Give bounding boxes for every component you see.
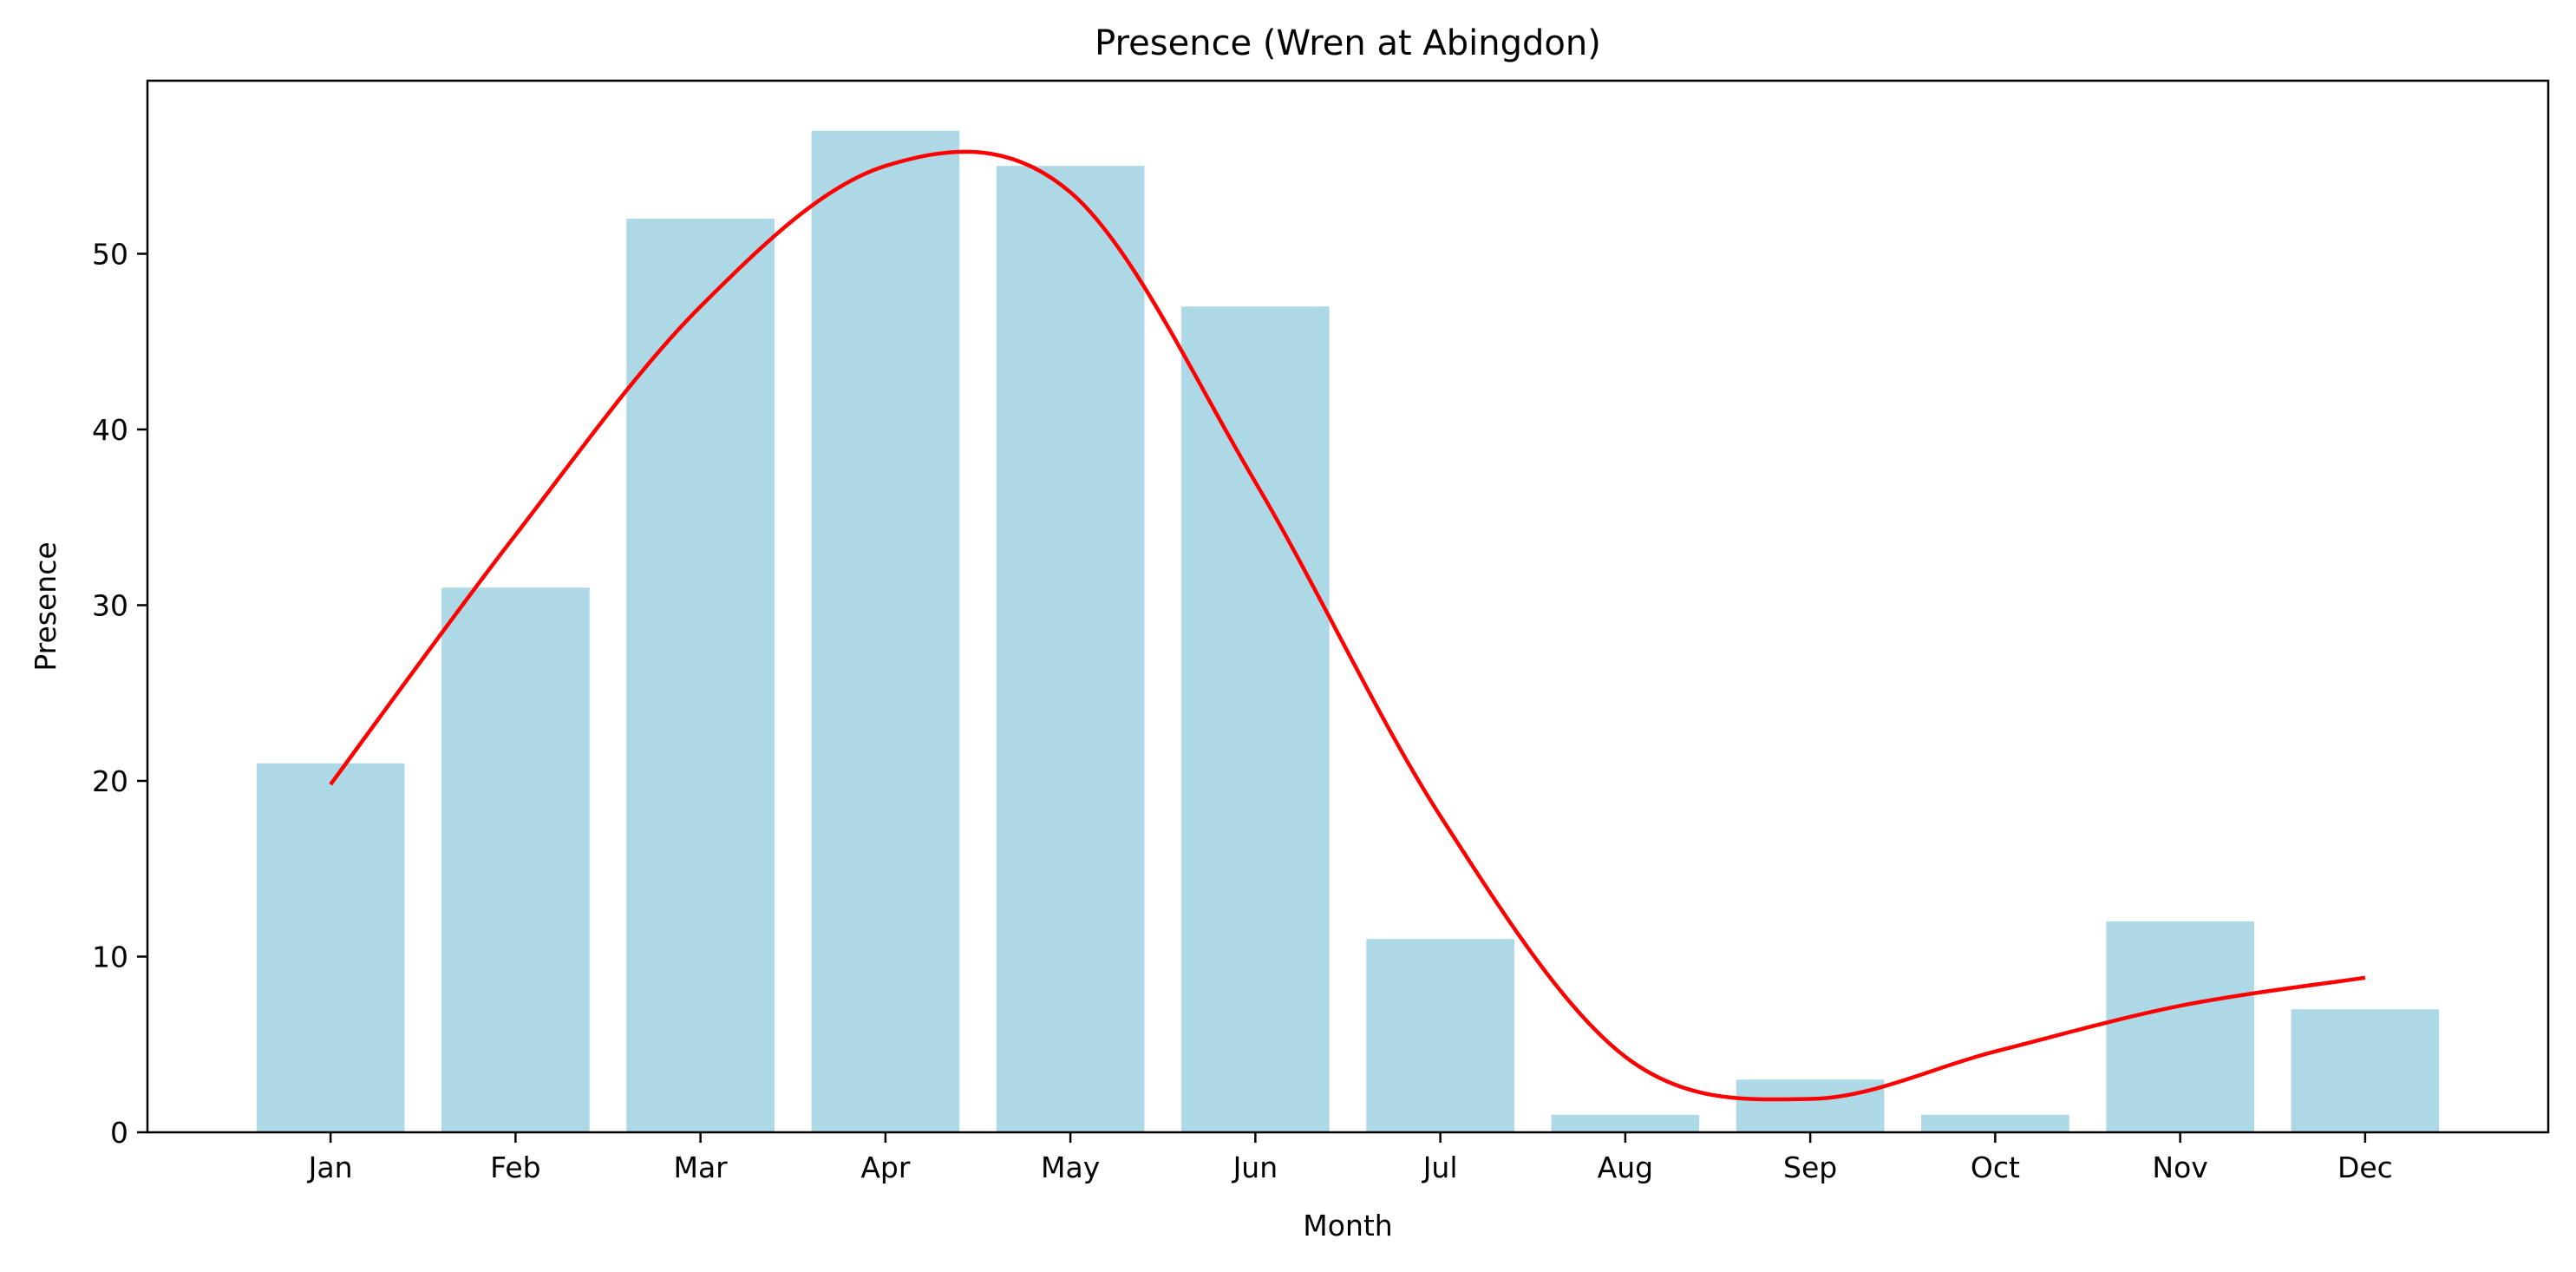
bar-sep	[1736, 1079, 1885, 1132]
x-tick-label: Dec	[2337, 1151, 2393, 1184]
bar-jun	[1181, 306, 1330, 1132]
chart-title: Presence (Wren at Abingdon)	[1095, 23, 1601, 63]
x-tick-label: Aug	[1598, 1151, 1653, 1184]
y-axis: 0 10 20 30 40 50	[92, 237, 147, 1150]
x-tick-label: Jun	[1232, 1151, 1278, 1184]
bar-aug	[1551, 1114, 1700, 1132]
y-tick-label: 0	[110, 1116, 128, 1150]
y-tick-label: 30	[92, 588, 128, 622]
bar-oct	[1921, 1114, 2069, 1132]
bar-nov	[2106, 921, 2254, 1132]
bar-apr	[811, 130, 960, 1133]
x-tick-label: May	[1041, 1151, 1100, 1184]
y-tick-label: 20	[92, 764, 128, 798]
x-tick-label: Jan	[307, 1151, 353, 1184]
y-tick-label: 50	[92, 237, 128, 271]
x-axis: Jan Feb Mar Apr May Jun Jul Aug Sep Oct Nov Dec	[307, 1132, 2393, 1184]
x-axis-label: Month	[1303, 1209, 1392, 1242]
plot-frame	[146, 79, 2550, 1134]
bar-may	[996, 166, 1145, 1132]
y-axis-label: Presence	[29, 541, 62, 671]
x-tick-label: Feb	[490, 1151, 540, 1184]
trend-line	[329, 149, 2366, 1102]
x-tick-label: Nov	[2152, 1151, 2207, 1184]
bar-feb	[441, 587, 590, 1132]
bar-dec	[2291, 1009, 2440, 1132]
x-tick-label: Jul	[1422, 1151, 1458, 1184]
x-tick-label: Sep	[1783, 1151, 1837, 1184]
bar-jan	[256, 763, 405, 1132]
bar-jul	[1366, 939, 1514, 1132]
y-tick-label: 10	[92, 940, 128, 974]
x-tick-label: Mar	[673, 1151, 728, 1184]
bars-group	[256, 130, 2440, 1133]
y-tick-label: 40	[92, 413, 128, 447]
x-tick-label: Oct	[1971, 1151, 2020, 1184]
x-tick-label: Apr	[860, 1151, 911, 1184]
bar-mar	[626, 218, 775, 1133]
